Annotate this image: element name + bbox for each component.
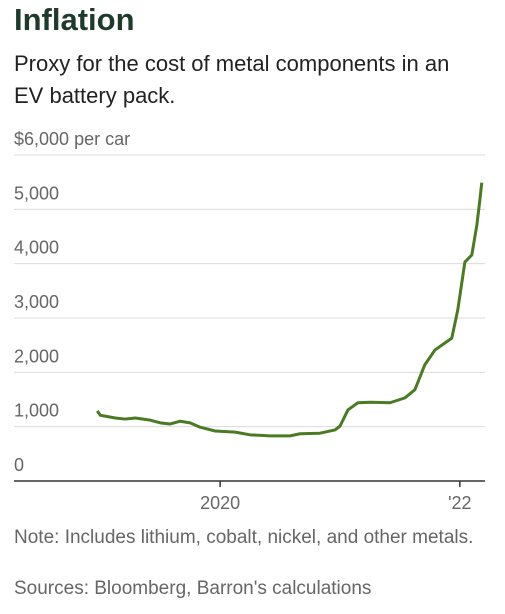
chart-title: Inflation (14, 2, 135, 37)
y-tick-label: 3,000 (14, 292, 59, 312)
y-tick-label: 0 (14, 455, 24, 475)
y-tick-label: $6,000 (14, 129, 69, 149)
x-tick-label: 2020 (200, 493, 240, 513)
y-tick-label: 1,000 (14, 401, 59, 421)
y-tick-label: 4,000 (14, 238, 59, 258)
data-line (96, 182, 484, 438)
y-unit: per car (74, 129, 130, 149)
x-tick-label: '22 (448, 493, 471, 513)
note: Note: Includes lithium, cobalt, nickel, … (14, 527, 474, 548)
chart-subtitle: Proxy for the cost of metal components i… (14, 51, 450, 108)
source: Sources: Bloomberg, Barron's calculation… (14, 578, 372, 599)
y-tick-label: 2,000 (14, 346, 59, 366)
y-tick-label: 5,000 (14, 183, 59, 203)
